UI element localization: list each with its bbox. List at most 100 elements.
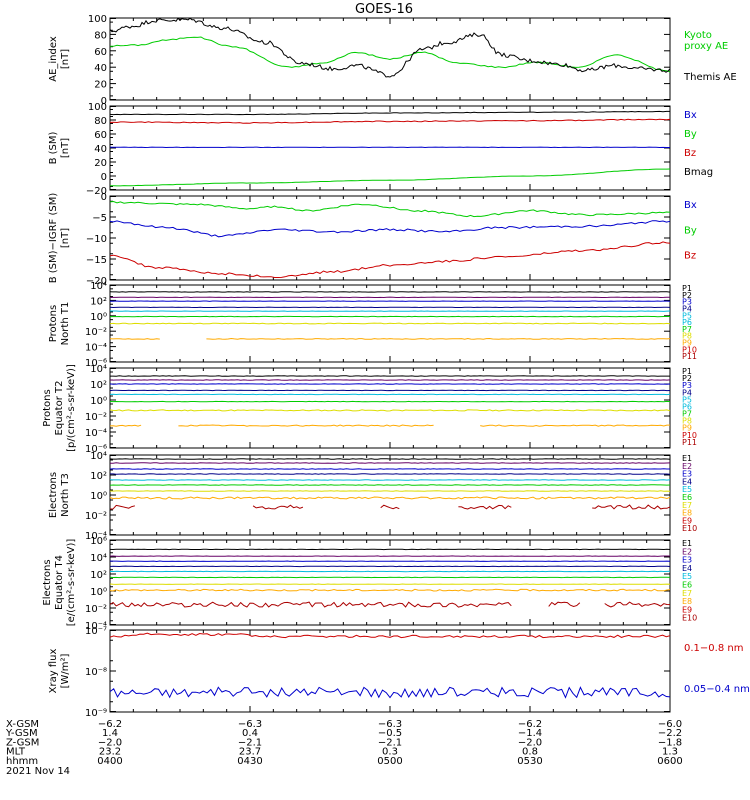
series-p8 bbox=[178, 424, 434, 427]
ephemeris-value: 0.3 bbox=[382, 747, 398, 758]
y-axis-label: North T3 bbox=[60, 473, 71, 517]
channel-label: P9 bbox=[682, 424, 692, 433]
panel-pn: 10⁴ 10² 10⁰ 10⁻² 10⁻⁴ 10⁻⁶ Protons North T1 P1P2… bbox=[48, 281, 697, 369]
series-e1 bbox=[109, 548, 671, 551]
y-axis-label: North T1 bbox=[60, 302, 71, 346]
ephemeris-value: 0.4 bbox=[242, 728, 258, 739]
plot-title: GOES-16 bbox=[355, 2, 413, 17]
y-tick-label: 10⁰ bbox=[90, 587, 107, 598]
y-axis-label: Electrons bbox=[48, 472, 59, 518]
ephemeris-value: −2.0 bbox=[98, 737, 122, 748]
legend-entry: proxy AE bbox=[684, 41, 728, 52]
y-tick-label: 10⁰ bbox=[90, 491, 107, 502]
series-by bbox=[109, 168, 671, 187]
y-tick-label: 10⁻⁶ bbox=[85, 358, 107, 369]
series-kyoto-proxy-ae bbox=[109, 36, 671, 73]
ephemeris-row-label: MLT bbox=[6, 747, 26, 758]
series-bmag bbox=[109, 110, 670, 116]
series-e5 bbox=[110, 570, 671, 573]
legend-entry: Bmag bbox=[684, 167, 713, 178]
y-axis-label: [nT] bbox=[60, 228, 71, 248]
y-tick-label: 10² bbox=[90, 296, 107, 307]
channel-label: P2 bbox=[682, 374, 692, 383]
series-e4 bbox=[109, 565, 671, 568]
y-tick-label: 10² bbox=[90, 380, 107, 391]
panel-bsm: 100 80 60 40 20 0 −20 B (SM) [nT] Bx By Bz Bmag bbox=[48, 102, 713, 197]
legend-entry: By bbox=[684, 225, 697, 236]
channel-label: P1 bbox=[682, 284, 692, 293]
channel-series-group bbox=[109, 291, 671, 340]
channel-label: E5 bbox=[682, 572, 692, 581]
y-axis-label: Protons bbox=[48, 305, 59, 342]
channel-label: E7 bbox=[682, 589, 692, 598]
y-tick-label: 0 bbox=[101, 192, 107, 203]
y-tick-label: 10⁴ bbox=[90, 451, 107, 462]
ephemeris-row-label: X-GSM bbox=[6, 719, 39, 730]
ephemeris-value: 0600 bbox=[657, 756, 682, 767]
channel-label: E4 bbox=[682, 564, 692, 573]
ephemeris-value: 0400 bbox=[97, 756, 122, 767]
series-p7 bbox=[109, 322, 671, 325]
channel-series-group bbox=[109, 548, 671, 608]
y-tick-label: 10⁻⁴ bbox=[85, 343, 107, 354]
ephemeris-value: 0430 bbox=[237, 756, 262, 767]
series-e9 bbox=[109, 601, 512, 608]
legend-entry: Bz bbox=[684, 148, 696, 159]
channel-series-group bbox=[109, 375, 671, 427]
series-e9 bbox=[380, 504, 400, 510]
y-tick-label: −15 bbox=[86, 255, 107, 266]
y-tick-label: −20 bbox=[86, 276, 107, 287]
y-tick-label: 10⁻⁴ bbox=[85, 621, 107, 632]
channel-label: E1 bbox=[682, 539, 692, 548]
series-group bbox=[109, 200, 671, 278]
series-e9 bbox=[592, 504, 671, 510]
y-tick-label: 20 bbox=[94, 80, 107, 91]
ephemeris-value: 0530 bbox=[517, 756, 542, 767]
y-tick-label: 10⁴ bbox=[90, 553, 107, 564]
ephemeris-value: 0.8 bbox=[522, 747, 538, 758]
channel-label: E4 bbox=[682, 477, 692, 486]
y-tick-label: 60 bbox=[94, 130, 107, 141]
series-e9 bbox=[458, 504, 512, 510]
channel-label: P10 bbox=[682, 431, 697, 440]
channel-label: E7 bbox=[682, 501, 692, 510]
series-bz bbox=[109, 118, 671, 124]
y-tick-label: 10⁴ bbox=[90, 281, 107, 292]
channel-label: P10 bbox=[682, 345, 697, 354]
ephemeris-value: −6.2 bbox=[98, 719, 122, 730]
y-tick-label: 10⁻⁴ bbox=[85, 531, 107, 542]
y-axis-label: AE_index bbox=[48, 36, 59, 82]
y-tick-label: 100 bbox=[88, 14, 107, 25]
panel-frame bbox=[109, 195, 671, 281]
series-p8 bbox=[480, 424, 670, 427]
channel-label: P6 bbox=[682, 318, 692, 327]
legend-entry: Kyoto bbox=[684, 30, 712, 41]
channel-label: P11 bbox=[682, 438, 697, 447]
series-e8 bbox=[109, 496, 671, 500]
channel-label: P5 bbox=[682, 395, 692, 404]
channel-series-group bbox=[109, 458, 671, 510]
y-tick-label: 10⁻² bbox=[85, 327, 107, 338]
ephemeris-value: 1.4 bbox=[102, 728, 118, 739]
series-e2 bbox=[109, 555, 670, 557]
y-tick-label: 100 bbox=[88, 102, 107, 113]
y-tick-label: 10⁶ bbox=[90, 536, 107, 547]
y-tick-label: −10 bbox=[86, 234, 107, 245]
ephemeris-value: 0500 bbox=[377, 756, 402, 767]
series-themis-ae bbox=[109, 17, 671, 78]
channel-label: P7 bbox=[682, 410, 692, 419]
series-by bbox=[109, 200, 671, 218]
channel-label: P1 bbox=[682, 367, 692, 376]
y-axis-label: Equator T4 bbox=[54, 555, 65, 610]
series-p7 bbox=[109, 409, 671, 412]
ephemeris-value: −2.1 bbox=[378, 737, 402, 748]
channel-label: E8 bbox=[682, 597, 692, 606]
series-xray-short bbox=[109, 686, 671, 699]
channel-label: E6 bbox=[682, 581, 692, 590]
panel-frame bbox=[109, 629, 671, 713]
series-e9 bbox=[604, 601, 671, 608]
y-tick-label: 80 bbox=[94, 116, 107, 127]
y-axis-label: Xray flux bbox=[48, 649, 59, 694]
y-tick-label: 10⁰ bbox=[90, 312, 107, 323]
series-e9 bbox=[109, 504, 136, 510]
